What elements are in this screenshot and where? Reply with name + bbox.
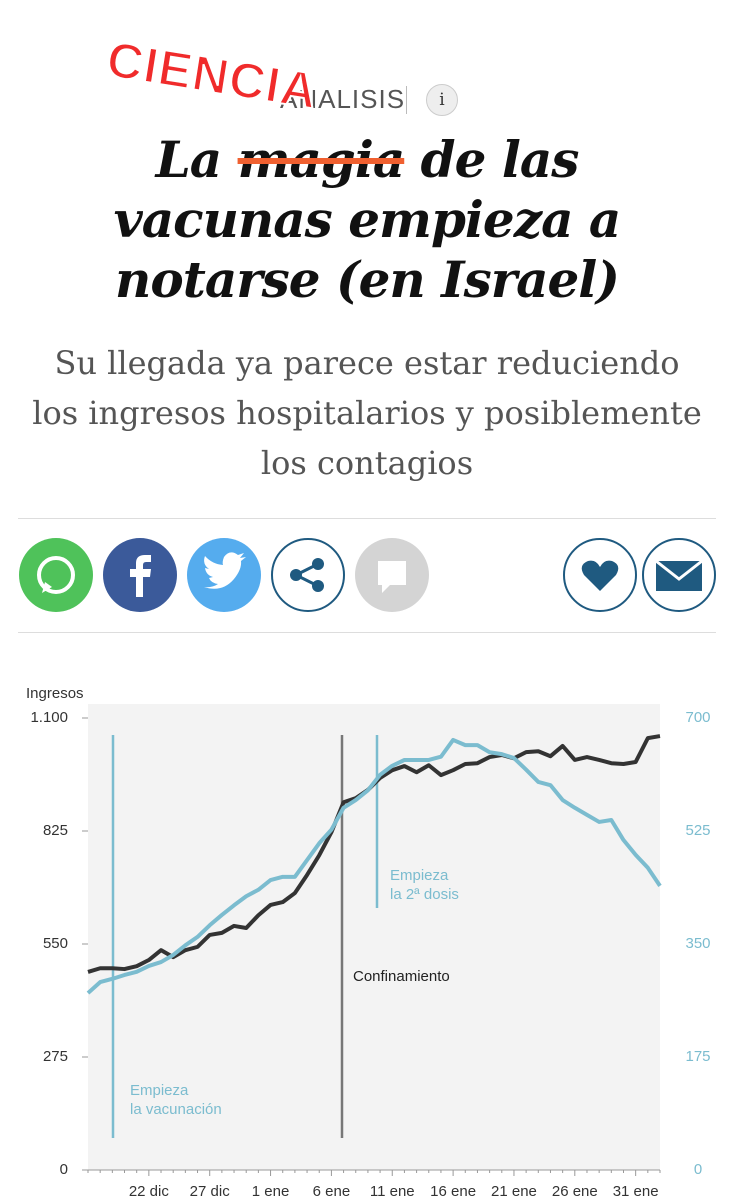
chart: Ingresos 0 275 550 825 1.100 0 175 350 525 700 22 d… — [26, 685, 711, 1200]
y-tick-label: 825 — [43, 822, 68, 839]
y-axis-label: Ingresos — [26, 685, 84, 702]
annotation-text: Confinamiento — [353, 968, 450, 985]
y-tick-label: 550 — [43, 935, 68, 952]
x-tick-label: 6 ene — [313, 1183, 351, 1200]
y2-tick-label: 175 — [685, 1048, 710, 1065]
x-tick-label: 11 ene — [370, 1183, 415, 1200]
y-tick-label: 0 — [60, 1161, 68, 1178]
favorite-button[interactable] — [563, 538, 637, 612]
share-bar — [19, 538, 716, 612]
stamp: CIENCIA — [102, 30, 323, 121]
comment-button[interactable] — [355, 538, 429, 612]
y-tick-label: 275 — [43, 1048, 68, 1065]
y2-tick-label: 525 — [685, 822, 710, 839]
y2-tick-label: 700 — [685, 709, 710, 726]
headline: La magia de las vacunas empieza a notars… — [40, 130, 694, 310]
annotation-text: la 2ª dosis — [390, 886, 459, 903]
y2-tick-label: 350 — [685, 935, 710, 952]
x-tick-label: 27 dic — [190, 1183, 231, 1200]
twitter-button[interactable] — [187, 538, 261, 612]
x-tick-label: 26 ene — [552, 1183, 598, 1200]
x-tick-label: 22 dic — [129, 1183, 170, 1200]
annotation-text: la vacunación — [130, 1101, 222, 1118]
facebook-button[interactable] — [103, 538, 177, 612]
headline-text: La — [155, 130, 238, 189]
share-button[interactable] — [271, 538, 345, 612]
x-tick-label: 21 ene — [491, 1183, 537, 1200]
divider — [18, 632, 716, 633]
section-label[interactable]: ANALISIS — [280, 84, 406, 114]
info-button[interactable]: i — [426, 84, 458, 116]
annotation-text: Empieza — [130, 1082, 189, 1099]
headline-text: de las vacunas empieza a notarse (en Isr… — [113, 130, 622, 309]
y2-tick-label: 0 — [694, 1161, 702, 1178]
series-line — [86, 737, 662, 995]
annotation-text: Empieza — [390, 867, 449, 884]
separator — [406, 86, 407, 114]
y-tick-label: 1.100 — [30, 709, 68, 726]
subtitle: Su llegada ya parece estar reduciendo lo… — [32, 344, 702, 482]
whatsapp-button[interactable] — [19, 538, 93, 612]
mail-button[interactable] — [642, 538, 716, 612]
x-tick-label: 1 ene — [252, 1183, 290, 1200]
x-tick-label: 16 ene — [430, 1183, 476, 1200]
x-tick-label: 31 ene — [613, 1183, 659, 1200]
divider — [18, 518, 716, 519]
struck-word: magia — [237, 130, 406, 189]
